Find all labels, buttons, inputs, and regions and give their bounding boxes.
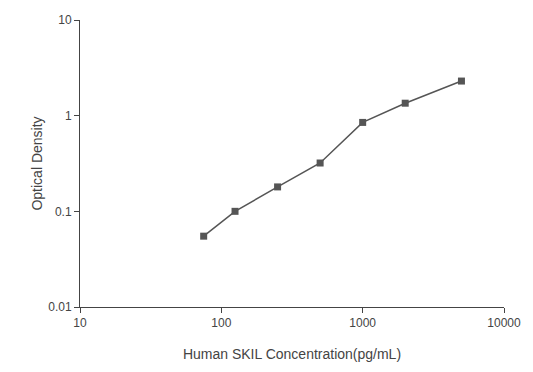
svg-text:100: 100 <box>211 316 231 330</box>
svg-text:Human SKIL Concentration(pg/mL: Human SKIL Concentration(pg/mL) <box>183 346 401 362</box>
svg-text:10000: 10000 <box>487 316 521 330</box>
svg-text:Optical Density: Optical Density <box>29 116 45 210</box>
svg-text:1: 1 <box>65 109 72 123</box>
svg-text:0.01: 0.01 <box>48 300 72 314</box>
svg-text:1000: 1000 <box>349 316 376 330</box>
svg-text:10: 10 <box>73 316 87 330</box>
svg-text:10: 10 <box>58 13 72 27</box>
svg-text:0.1: 0.1 <box>55 205 72 219</box>
